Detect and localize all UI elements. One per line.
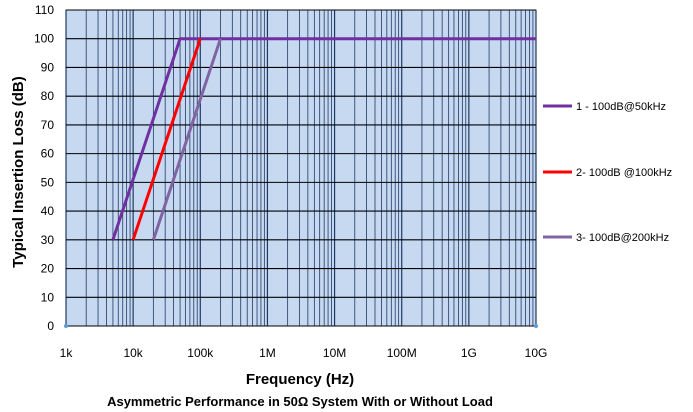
series-line-2	[131, 38, 202, 241]
y-tick-label: 30	[41, 233, 55, 247]
x-tick-label: 1G	[461, 346, 477, 360]
axis-end-marker	[534, 324, 538, 328]
x-axis-label: Frequency (Hz)	[246, 371, 354, 388]
legend-label-2: 2- 100dB @100kHz	[576, 167, 672, 179]
x-tick-label: 1k	[60, 346, 74, 360]
x-tick-label: 10M	[323, 346, 346, 360]
series-lines	[111, 37, 536, 241]
x-tick-label: 10k	[123, 346, 143, 360]
y-axis-label: Typical Insertion Loss (dB)	[10, 76, 27, 267]
y-tick-label: 10	[41, 290, 55, 304]
series-line-1	[111, 37, 536, 241]
minor-gridlines	[85, 10, 534, 326]
x-tick-label: 100k	[187, 346, 214, 360]
y-tick-label: 50	[41, 175, 55, 189]
x-tick-label: 100M	[387, 346, 417, 360]
chart-title: Asymmetric Performance in 50Ω System Wit…	[107, 394, 493, 409]
y-tick-label: 0	[47, 319, 54, 333]
y-tick-label: 70	[41, 118, 55, 132]
series-line-3	[151, 38, 222, 241]
y-tick-label: 100	[34, 32, 54, 46]
axis-end-marker	[64, 324, 68, 328]
x-tick-label: 1M	[259, 346, 276, 360]
y-tick-label: 40	[41, 204, 55, 218]
x-tick-labels: 1k 10k 100k 1M 10M 100M 1G 10G	[60, 346, 548, 360]
x-tick-label: 10G	[525, 346, 548, 360]
y-tick-labels: 0 10 20 30 40 50 60 70 80 90 100 110	[34, 3, 54, 333]
y-tick-label: 60	[41, 147, 55, 161]
plot-area	[65, 9, 537, 327]
y-tick-label: 80	[41, 89, 55, 103]
legend-label-3: 3- 100dB@200kHz	[576, 232, 669, 244]
legend: 1 - 100dB@50kHz 2- 100dB @100kHz 3- 100dB@…	[543, 101, 672, 244]
y-tick-label: 90	[41, 60, 55, 74]
legend-label-1: 1 - 100dB@50kHz	[576, 101, 666, 113]
y-tick-label: 110	[35, 3, 54, 17]
y-tick-label: 20	[41, 262, 55, 276]
